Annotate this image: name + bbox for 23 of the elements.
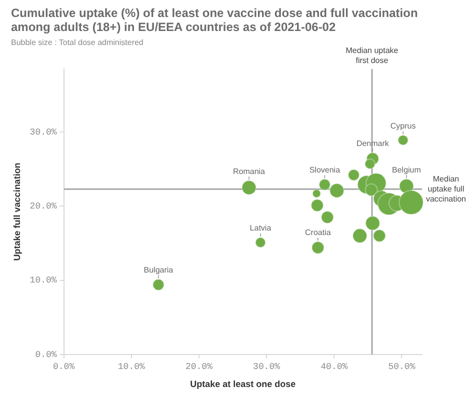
annotation: Bulgaria: [144, 265, 174, 274]
x-tick-label: 40.0%: [320, 362, 348, 372]
y-tick-label: 0.0%: [35, 350, 58, 360]
ref-line-label: Median uptake first dose: [346, 46, 399, 66]
x-tick-label: 50.0%: [388, 362, 416, 372]
x-tick-label: 20.0%: [185, 362, 214, 372]
annotation: Cyprus: [390, 121, 416, 130]
annotation: Belgium: [392, 165, 422, 174]
annotation: Latvia: [250, 224, 272, 233]
x-axis-title: Uptake at least one dose: [190, 379, 296, 390]
x-tick-label: 30.0%: [253, 362, 281, 372]
y-axis-title: Uptake full vaccination: [12, 162, 22, 261]
chart-title: Cumulative uptake (%) of at least one vaccine dose and full vaccination among adults (18+) in EU/EEA countries as of 2021-06-02: [11, 6, 419, 34]
annotation: Croatia: [305, 228, 332, 237]
chart-subtitle: Bubble size : Total dose administered: [11, 38, 144, 47]
annotation: Slovenia: [309, 165, 341, 174]
annotation: Romania: [232, 166, 266, 176]
y-tick-label: 10.0%: [30, 276, 58, 286]
x-tick-label: 0.0%: [53, 362, 76, 372]
y-tick-label: 20.0%: [30, 202, 58, 212]
ref-line-label: Median uptake full vaccination: [426, 174, 466, 204]
y-tick-label: 30.0%: [30, 127, 58, 138]
x-tick-label: 10.0%: [118, 362, 146, 372]
